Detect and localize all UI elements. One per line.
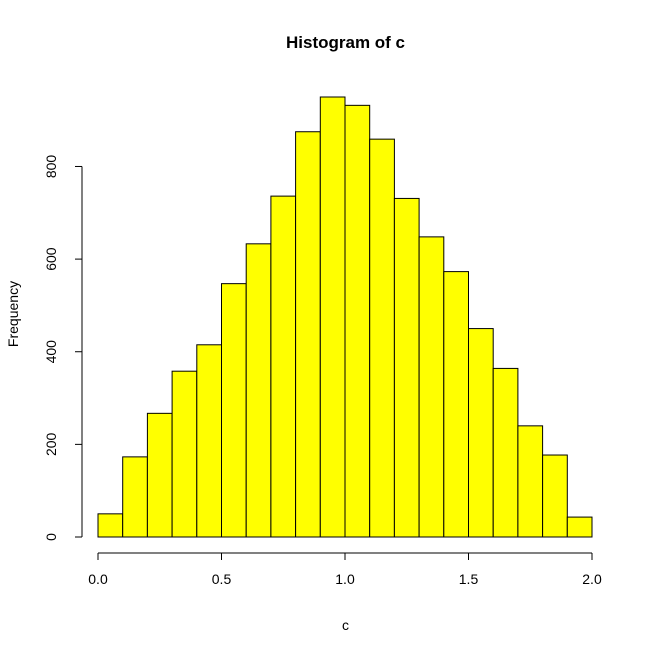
x-axis-label: c	[342, 617, 349, 633]
chart-title: Histogram of c	[286, 33, 405, 52]
y-tick-label: 0	[43, 533, 59, 541]
histogram-bar-18	[542, 454, 568, 538]
x-tick-label: 1.0	[335, 571, 355, 587]
histogram-bar-8	[295, 131, 321, 538]
histogram-bar-16	[492, 367, 519, 538]
y-tick-label: 400	[43, 340, 59, 364]
y-tick-label: 600	[43, 247, 59, 271]
histogram-bar-17	[517, 425, 544, 538]
histogram-bar-9	[319, 96, 346, 538]
histogram-bar-12	[393, 197, 420, 538]
x-tick-label: 1.5	[459, 571, 479, 587]
histogram-bar-11	[369, 138, 395, 538]
y-axis-label: Frequency	[5, 281, 21, 347]
x-axis: 0.0 0.5 1.0 1.5 2.0	[88, 552, 602, 587]
histogram-bar-5	[221, 283, 247, 538]
x-tick-label: 0.0	[88, 571, 108, 587]
histogram-bar-19	[566, 516, 593, 538]
histogram-bar-2	[146, 412, 173, 538]
y-tick-label: 800	[43, 155, 59, 179]
x-tick-label: 2.0	[582, 571, 602, 587]
histogram-bar-14	[443, 271, 469, 538]
histogram-bar-3	[171, 370, 198, 538]
histogram-bar-4	[196, 344, 223, 538]
histogram-bar-6	[245, 243, 272, 538]
y-tick-label: 200	[43, 432, 59, 456]
histogram-bar-10	[344, 104, 371, 538]
y-axis: 0 200 400 600 800	[43, 155, 83, 541]
histogram-bar-13	[418, 236, 445, 538]
histogram-bar-15	[468, 328, 494, 538]
x-tick-label: 0.5	[212, 571, 232, 587]
histogram-bar-1	[122, 456, 148, 538]
histogram-bar-0	[97, 513, 124, 538]
bars-group	[97, 96, 593, 538]
histogram-bar-7	[270, 195, 297, 538]
